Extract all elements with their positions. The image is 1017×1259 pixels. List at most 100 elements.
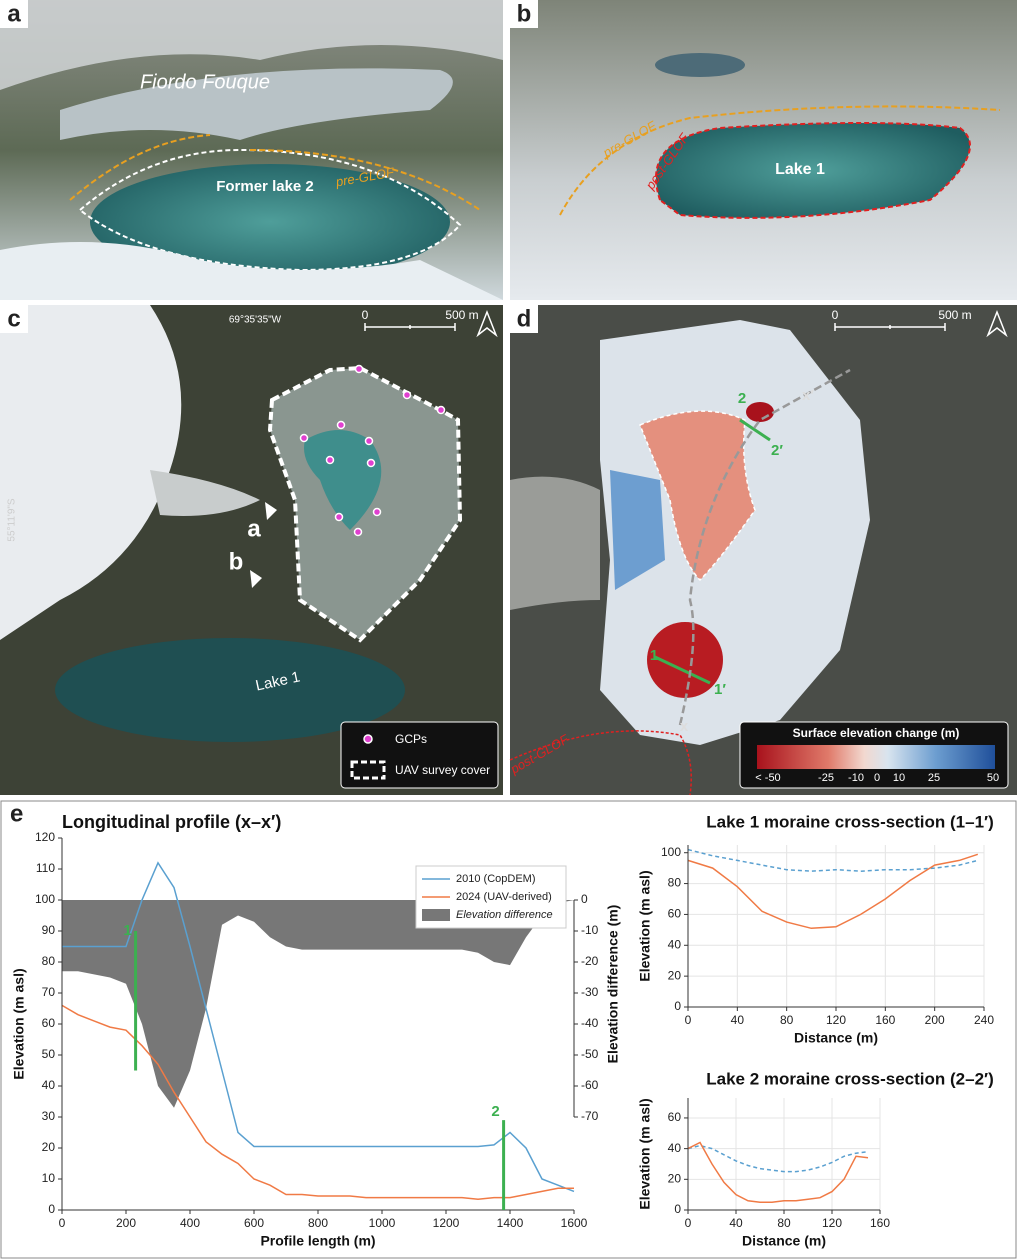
y-tick-label: 40 [42, 1078, 56, 1092]
section-label: 1 [650, 647, 658, 664]
scale-label: 500 m [445, 308, 478, 322]
colorbar-label: 50 [987, 772, 999, 784]
colorbar [757, 745, 995, 769]
pre-glof-line [69, 134, 481, 211]
colorbar-labels: < -50 -25 -10 0 10 25 50 [755, 772, 999, 784]
y-tick-label: 90 [42, 923, 56, 937]
y-tick-label: 20 [668, 1171, 682, 1185]
gcp [402, 390, 412, 400]
y2-tick-label: -10 [581, 923, 599, 937]
y-tick-label: 0 [674, 999, 681, 1013]
panel-label: b [517, 0, 532, 27]
colorbar-label: 0 [874, 772, 880, 784]
gcp [334, 512, 344, 522]
y-tick-label: 60 [668, 907, 682, 921]
y-tick-label: 80 [42, 954, 56, 968]
x-tick-label: 800 [308, 1216, 328, 1230]
lake [655, 53, 745, 77]
x-tick-label: 1400 [497, 1216, 524, 1230]
panel-a: Fiordo Fouque Former lake 2 pre-GLOF a [0, 0, 503, 300]
scale-label: 0 [362, 308, 369, 322]
legend-swatch [350, 760, 386, 780]
line [687, 1144, 869, 1173]
y2-tick-label: -20 [581, 954, 599, 968]
place-label: Former lake 2 [216, 178, 314, 195]
x-tick-label: 0 [59, 1216, 66, 1230]
y2-tick-label: -30 [581, 985, 599, 999]
y-tick-label: 100 [661, 845, 681, 859]
y-tick-label: 40 [668, 1141, 682, 1155]
legend-swatch [363, 734, 373, 744]
colorbar-label: -25 [818, 772, 834, 784]
x-tick-label: 40 [731, 1013, 745, 1027]
gcp [336, 420, 346, 430]
colorbar-label: 25 [928, 772, 940, 784]
chart-title: Lake 2 moraine cross-section (2–2′) [706, 1069, 994, 1088]
gcp [325, 455, 335, 465]
post-glof-line [509, 730, 692, 796]
colorbar-title: Surface elevation change (m) [793, 726, 960, 740]
profile-label: x [680, 718, 689, 735]
label-box [0, 0, 28, 28]
legend-label: 2010 (CopDEM) [456, 873, 535, 885]
y2-tick-label: -60 [581, 1078, 599, 1092]
legend-label: Elevation difference [456, 909, 553, 921]
x-tick-label: 1600 [561, 1216, 588, 1230]
y-tick-label: 0 [674, 1202, 681, 1216]
x-tick-label: 40 [729, 1216, 743, 1230]
section-label: 2′ [771, 442, 783, 459]
chart-title: Lake 1 moraine cross-section (1–1′) [706, 812, 994, 831]
colorbar-label: -10 [848, 772, 864, 784]
pre-glof-line [559, 105, 1001, 216]
legend-label: 2024 (UAV-derived) [456, 891, 552, 903]
area [62, 900, 574, 1108]
viewpoint [265, 502, 277, 520]
panel-c: 69°35'35"W 55°11'9"S 0 500 m a b Lake 1 … [0, 305, 503, 795]
legend [340, 721, 499, 789]
north-arrow [986, 309, 1008, 338]
y-tick-label: 60 [42, 1016, 56, 1030]
line [687, 1141, 869, 1204]
lake [655, 122, 971, 219]
y-tick-label: 70 [42, 985, 56, 999]
x-tick-label: 0 [685, 1013, 692, 1027]
lake [55, 638, 405, 742]
panel-label: a [7, 0, 21, 27]
plume [510, 476, 600, 610]
y-tick-label: 60 [668, 1110, 682, 1124]
chart-title: Longitudinal profile (x–x′) [62, 812, 281, 832]
legend-swatch [422, 909, 450, 921]
legend-label: GCPs [395, 732, 427, 746]
line [687, 853, 979, 930]
x-tick-label: 80 [777, 1216, 791, 1230]
north-arrow [476, 309, 498, 338]
latitude: 55°11'9"S [7, 498, 18, 542]
scale-bar [364, 323, 456, 331]
outline [78, 148, 462, 272]
y-tick-label: 40 [668, 937, 682, 951]
viewpoint [250, 570, 262, 588]
dem-difference [610, 470, 665, 590]
line [687, 848, 978, 872]
former-lake [304, 430, 382, 530]
panel-label: d [517, 305, 532, 332]
gcp [436, 405, 446, 415]
profile-label: x′ [802, 387, 814, 404]
panel-b: pre-GLOF post-GLOF Lake 1 b [510, 0, 1017, 300]
y-tick-label: 50 [42, 1047, 56, 1061]
y-tick-label: 120 [35, 830, 55, 844]
y-tick-label: 110 [36, 861, 55, 875]
x-tick-label: 160 [870, 1216, 890, 1230]
x-tick-label: 200 [925, 1013, 945, 1027]
x-tick-label: 200 [116, 1216, 136, 1230]
viewpoint-label: b [229, 548, 244, 575]
y-axis-label: Elevation (m asl) [637, 870, 653, 981]
scale-label: 500 m [938, 308, 971, 322]
y-tick-label: 0 [48, 1202, 55, 1216]
dem-difference [746, 402, 774, 422]
lake [90, 164, 450, 280]
panel-d: x x′ 1 1′ 2 2′ post-GLOF 0 500 m Surface… [507, 305, 1017, 796]
section-label: 2 [738, 390, 746, 407]
x-tick-label: 160 [875, 1013, 895, 1027]
